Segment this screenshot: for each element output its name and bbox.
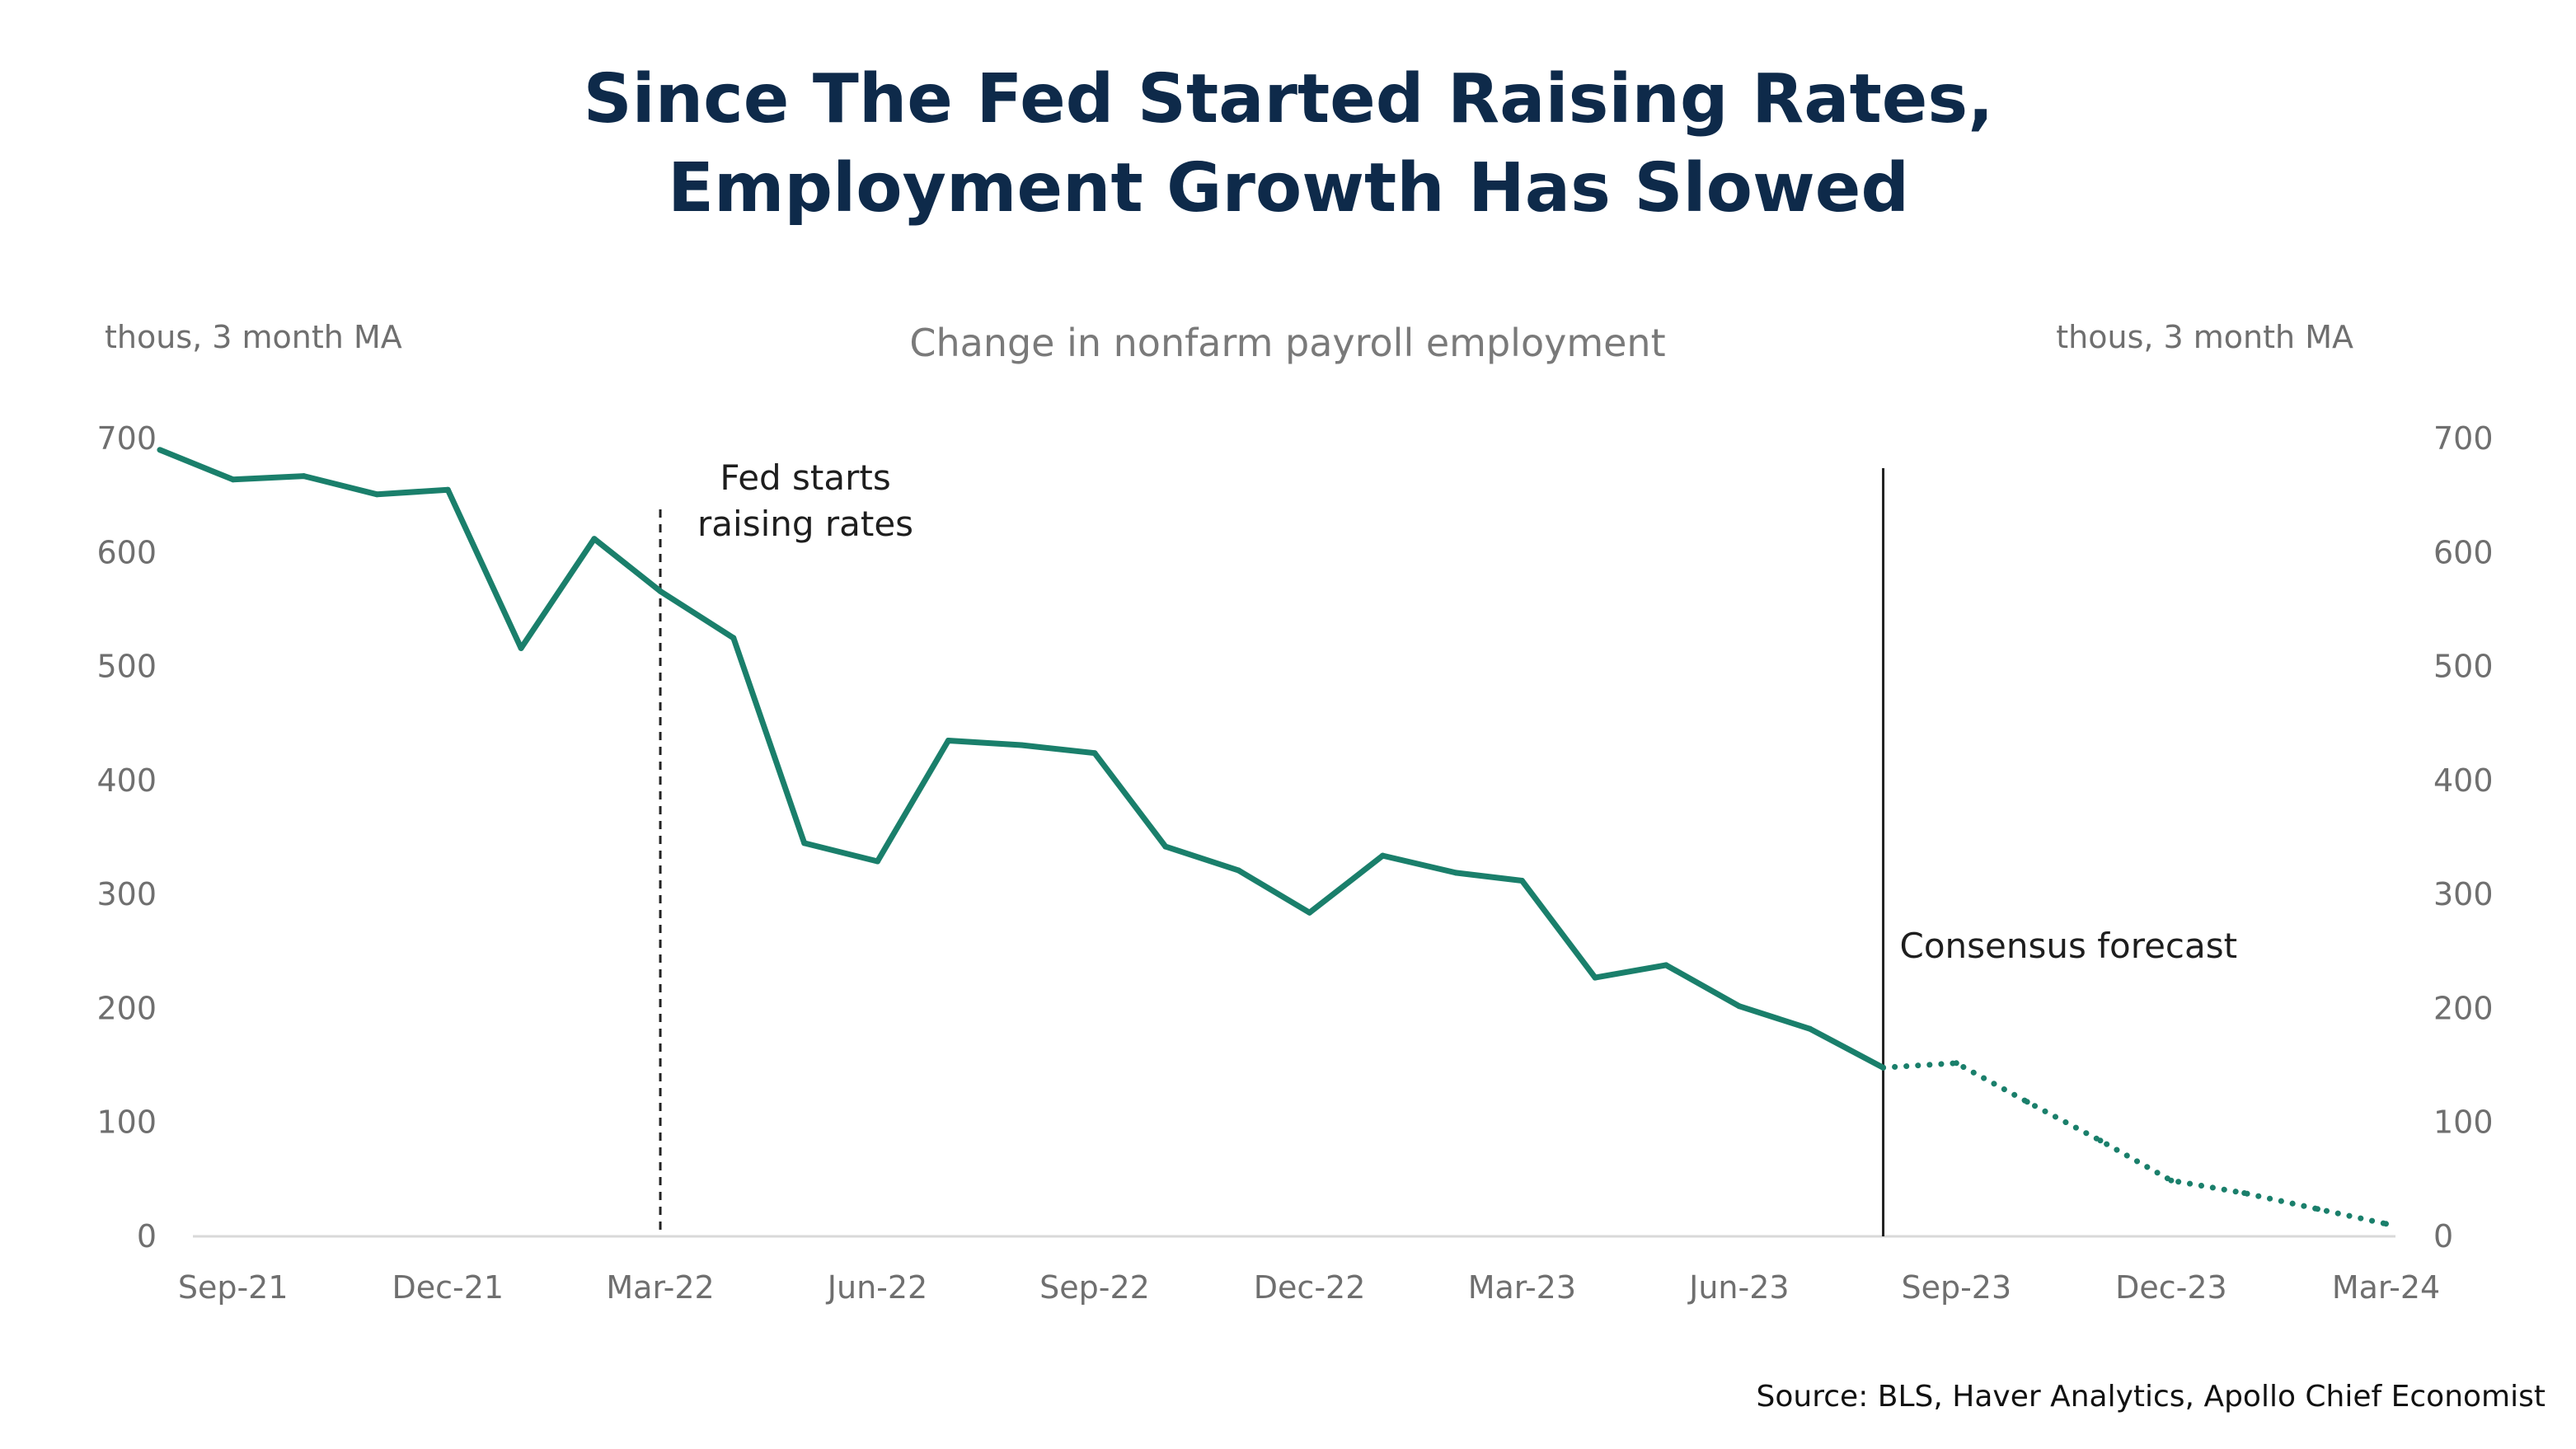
y-tick-label-left: 700 (96, 420, 157, 457)
x-axis: Sep-21 Dec-21 Mar-22 Jun-22 Sep-22 Dec-22 Mar-… (178, 1269, 2440, 1306)
x-tick-label: Sep-22 (1039, 1269, 1150, 1306)
x-tick-label: Sep-21 (178, 1269, 289, 1306)
actual-data-point (1518, 878, 1525, 884)
y-tick-label-right: 200 (2433, 990, 2494, 1026)
actual-data-point (1018, 742, 1025, 748)
actual-data-point (591, 536, 598, 542)
actual-data-point (657, 588, 664, 594)
chart-title-line-2: Employment Growth Has Slowed (668, 149, 1909, 227)
y-axis-unit-right: thous, 3 month MA (2056, 319, 2353, 355)
forecast-series-line (1880, 1060, 2389, 1227)
actual-data-point (444, 486, 451, 493)
x-tick-label: Mar-22 (606, 1269, 714, 1306)
y-tick-label-left: 100 (96, 1104, 157, 1141)
y-tick-label-right: 300 (2433, 876, 2494, 912)
actual-data-point (1091, 750, 1098, 757)
forecast-data-point (2024, 1099, 2030, 1105)
actual-data-point (1379, 852, 1386, 859)
actual-data-point (373, 491, 380, 498)
series-group (157, 447, 2389, 1227)
chart-title-line-1: Since The Fed Started Raising Rates, (584, 60, 1994, 138)
forecast-data-point (1880, 1064, 1886, 1071)
actual-data-point (1736, 1003, 1743, 1010)
forecast-data-point (2241, 1190, 2248, 1196)
annotation-label: Fed starts (720, 457, 890, 498)
actual-data-point (1162, 843, 1169, 850)
x-tick-label: Jun-22 (826, 1269, 927, 1306)
actual-data-point (1592, 974, 1598, 981)
chart-subtitle: Change in nonfarm payroll employment (909, 321, 1665, 365)
actual-data-point (157, 447, 163, 453)
actual-data-point (230, 476, 237, 483)
forecast-data-point (2097, 1137, 2104, 1144)
y-tick-label-left: 400 (96, 762, 157, 799)
actual-data-point (518, 645, 524, 651)
y-tick-label-left: 300 (96, 876, 157, 912)
actual-data-point (945, 738, 951, 743)
y-axis-unit-left: thous, 3 month MA (105, 319, 402, 355)
y-axis-right: 0 100 200 300 400 500 600 700 (2433, 420, 2494, 1254)
actual-data-point (1307, 909, 1313, 916)
x-tick-label: Dec-23 (2115, 1269, 2227, 1306)
x-tick-label: Jun-23 (1687, 1269, 1789, 1306)
annotation-label: Consensus forecast (1900, 926, 2238, 966)
y-tick-label-right: 500 (2433, 649, 2494, 685)
y-tick-label-right: 400 (2433, 762, 2494, 799)
actual-data-point (1236, 867, 1242, 874)
actual-data-point (875, 858, 880, 865)
x-tick-label: Dec-22 (1254, 1269, 1366, 1306)
actual-data-point (730, 635, 737, 641)
y-tick-label-left: 0 (137, 1218, 157, 1254)
y-tick-label-left: 500 (96, 649, 157, 685)
actual-data-point (1807, 1025, 1814, 1032)
actual-data-point (1452, 870, 1459, 876)
forecast-data-point (1953, 1060, 1959, 1067)
y-axis-left: 0 100 200 300 400 500 600 700 (96, 420, 157, 1254)
y-tick-label-right: 100 (2433, 1104, 2494, 1141)
y-tick-label-left: 200 (96, 990, 157, 1026)
actual-data-point (301, 473, 307, 480)
annotations: Fed starts raising rates Consensus forecas… (659, 457, 2238, 1236)
y-tick-label-right: 700 (2433, 420, 2494, 457)
x-tick-label: Mar-23 (1468, 1269, 1576, 1306)
source-note: Source: BLS, Haver Analytics, Apollo Chi… (1757, 1380, 2546, 1414)
y-tick-label-left: 600 (96, 534, 157, 570)
y-tick-label-right: 0 (2433, 1218, 2453, 1254)
x-tick-label: Sep-23 (1901, 1269, 2011, 1306)
x-tick-label: Mar-24 (2332, 1269, 2440, 1306)
y-tick-label-right: 600 (2433, 534, 2494, 570)
forecast-data-point (2315, 1206, 2320, 1212)
actual-series-line (158, 447, 1885, 1071)
actual-data-point (801, 840, 808, 846)
actual-data-point (1663, 962, 1669, 968)
forecast-data-point (2383, 1221, 2389, 1227)
x-tick-label: Dec-21 (392, 1269, 504, 1306)
annotation-label: raising rates (697, 504, 913, 544)
forecast-data-point (2168, 1177, 2175, 1184)
